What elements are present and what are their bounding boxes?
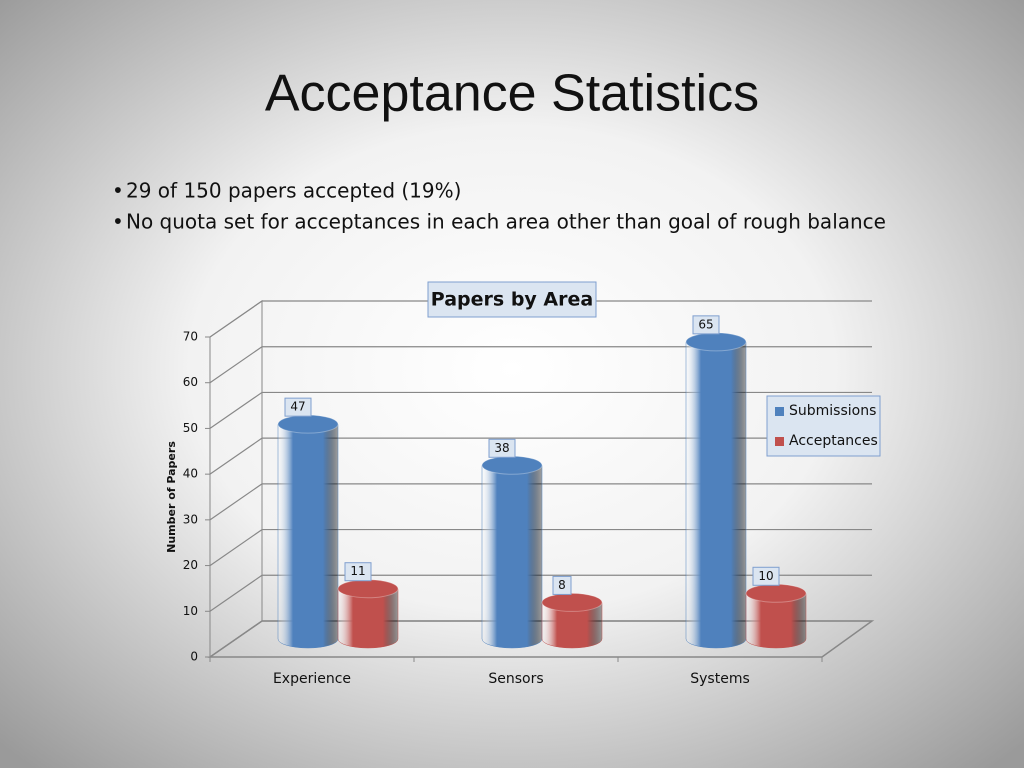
y-tick-label: 30 bbox=[183, 512, 198, 526]
y-tick-label: 40 bbox=[183, 467, 198, 481]
bar-top bbox=[481, 455, 543, 475]
slide-title: Acceptance Statistics bbox=[265, 65, 759, 123]
legend-swatch bbox=[775, 407, 784, 416]
y-tick-label: 70 bbox=[183, 330, 198, 344]
bar bbox=[541, 602, 603, 649]
y-tick-label: 50 bbox=[183, 421, 198, 435]
grid-line bbox=[209, 437, 872, 475]
bullet-marker: • bbox=[112, 210, 124, 234]
y-axis-label: Number of Papers bbox=[165, 441, 178, 553]
chart-title-box bbox=[427, 281, 597, 318]
y-tick-label: 10 bbox=[183, 604, 198, 618]
x-tick-label: Sensors bbox=[488, 671, 543, 687]
grid-line bbox=[209, 346, 872, 384]
bar bbox=[481, 465, 543, 649]
bar-top bbox=[685, 332, 747, 352]
grid-line bbox=[209, 528, 872, 567]
data-label-box bbox=[692, 315, 720, 335]
bar-top bbox=[745, 583, 807, 603]
bullet: No quota set for acceptances in each are… bbox=[126, 210, 886, 234]
y-tick-label: 60 bbox=[183, 375, 198, 389]
data-label: 47 bbox=[290, 400, 305, 414]
data-label: 65 bbox=[698, 317, 713, 331]
grid-line bbox=[209, 620, 872, 658]
data-label-box bbox=[488, 438, 516, 458]
data-label: 11 bbox=[350, 564, 365, 578]
legend-swatch bbox=[775, 437, 784, 446]
data-label-box bbox=[344, 562, 372, 582]
bar-top bbox=[541, 592, 603, 612]
bar-top bbox=[337, 579, 399, 599]
bullet-marker: • bbox=[112, 179, 124, 203]
bar bbox=[685, 341, 747, 649]
chart: 0 10 20 30 40 50 60 70 Number of Papers Experienc… bbox=[165, 281, 881, 687]
grid-line bbox=[209, 483, 872, 521]
grid-line bbox=[209, 574, 872, 612]
data-label: 10 bbox=[758, 569, 773, 583]
x-tick-label: Experience bbox=[273, 671, 351, 687]
bar bbox=[277, 423, 339, 649]
data-label-box bbox=[552, 575, 572, 595]
data-label: 8 bbox=[558, 578, 566, 592]
bar bbox=[745, 593, 807, 649]
legend-label: Acceptances bbox=[789, 433, 878, 449]
bar bbox=[337, 588, 399, 649]
legend-box bbox=[766, 395, 881, 457]
data-label-box bbox=[284, 397, 312, 417]
legend-label: Submissions bbox=[789, 403, 876, 419]
grid-line bbox=[209, 391, 872, 429]
data-label: 38 bbox=[494, 441, 509, 455]
y-tick-label: 20 bbox=[183, 558, 198, 572]
chart-title: Papers by Area bbox=[431, 289, 593, 311]
x-tick-label: Systems bbox=[690, 671, 750, 687]
grid-line bbox=[209, 300, 872, 338]
bullet: 29 of 150 papers accepted (19%) bbox=[126, 179, 461, 203]
bar-top bbox=[277, 414, 339, 434]
y-tick-label: 0 bbox=[190, 650, 198, 664]
data-label-box bbox=[752, 566, 780, 586]
